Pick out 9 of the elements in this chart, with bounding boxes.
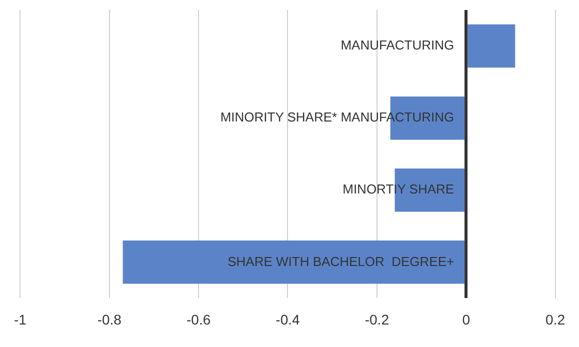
x-tick-label: 0.2 <box>546 311 566 328</box>
x-tick-label: -0.6 <box>186 311 211 328</box>
x-tick-label: -0.2 <box>364 311 390 328</box>
y-tick-label: SHARE WITH BACHELOR DEGREE+ <box>228 254 454 269</box>
x-tick-label: -0.8 <box>97 311 122 328</box>
y-tick-label: MANUFACTURING <box>340 38 454 53</box>
x-tick-label: -1 <box>14 311 27 328</box>
x-tick-label: 0 <box>462 311 470 328</box>
x-tick-label: -0.4 <box>276 311 300 328</box>
